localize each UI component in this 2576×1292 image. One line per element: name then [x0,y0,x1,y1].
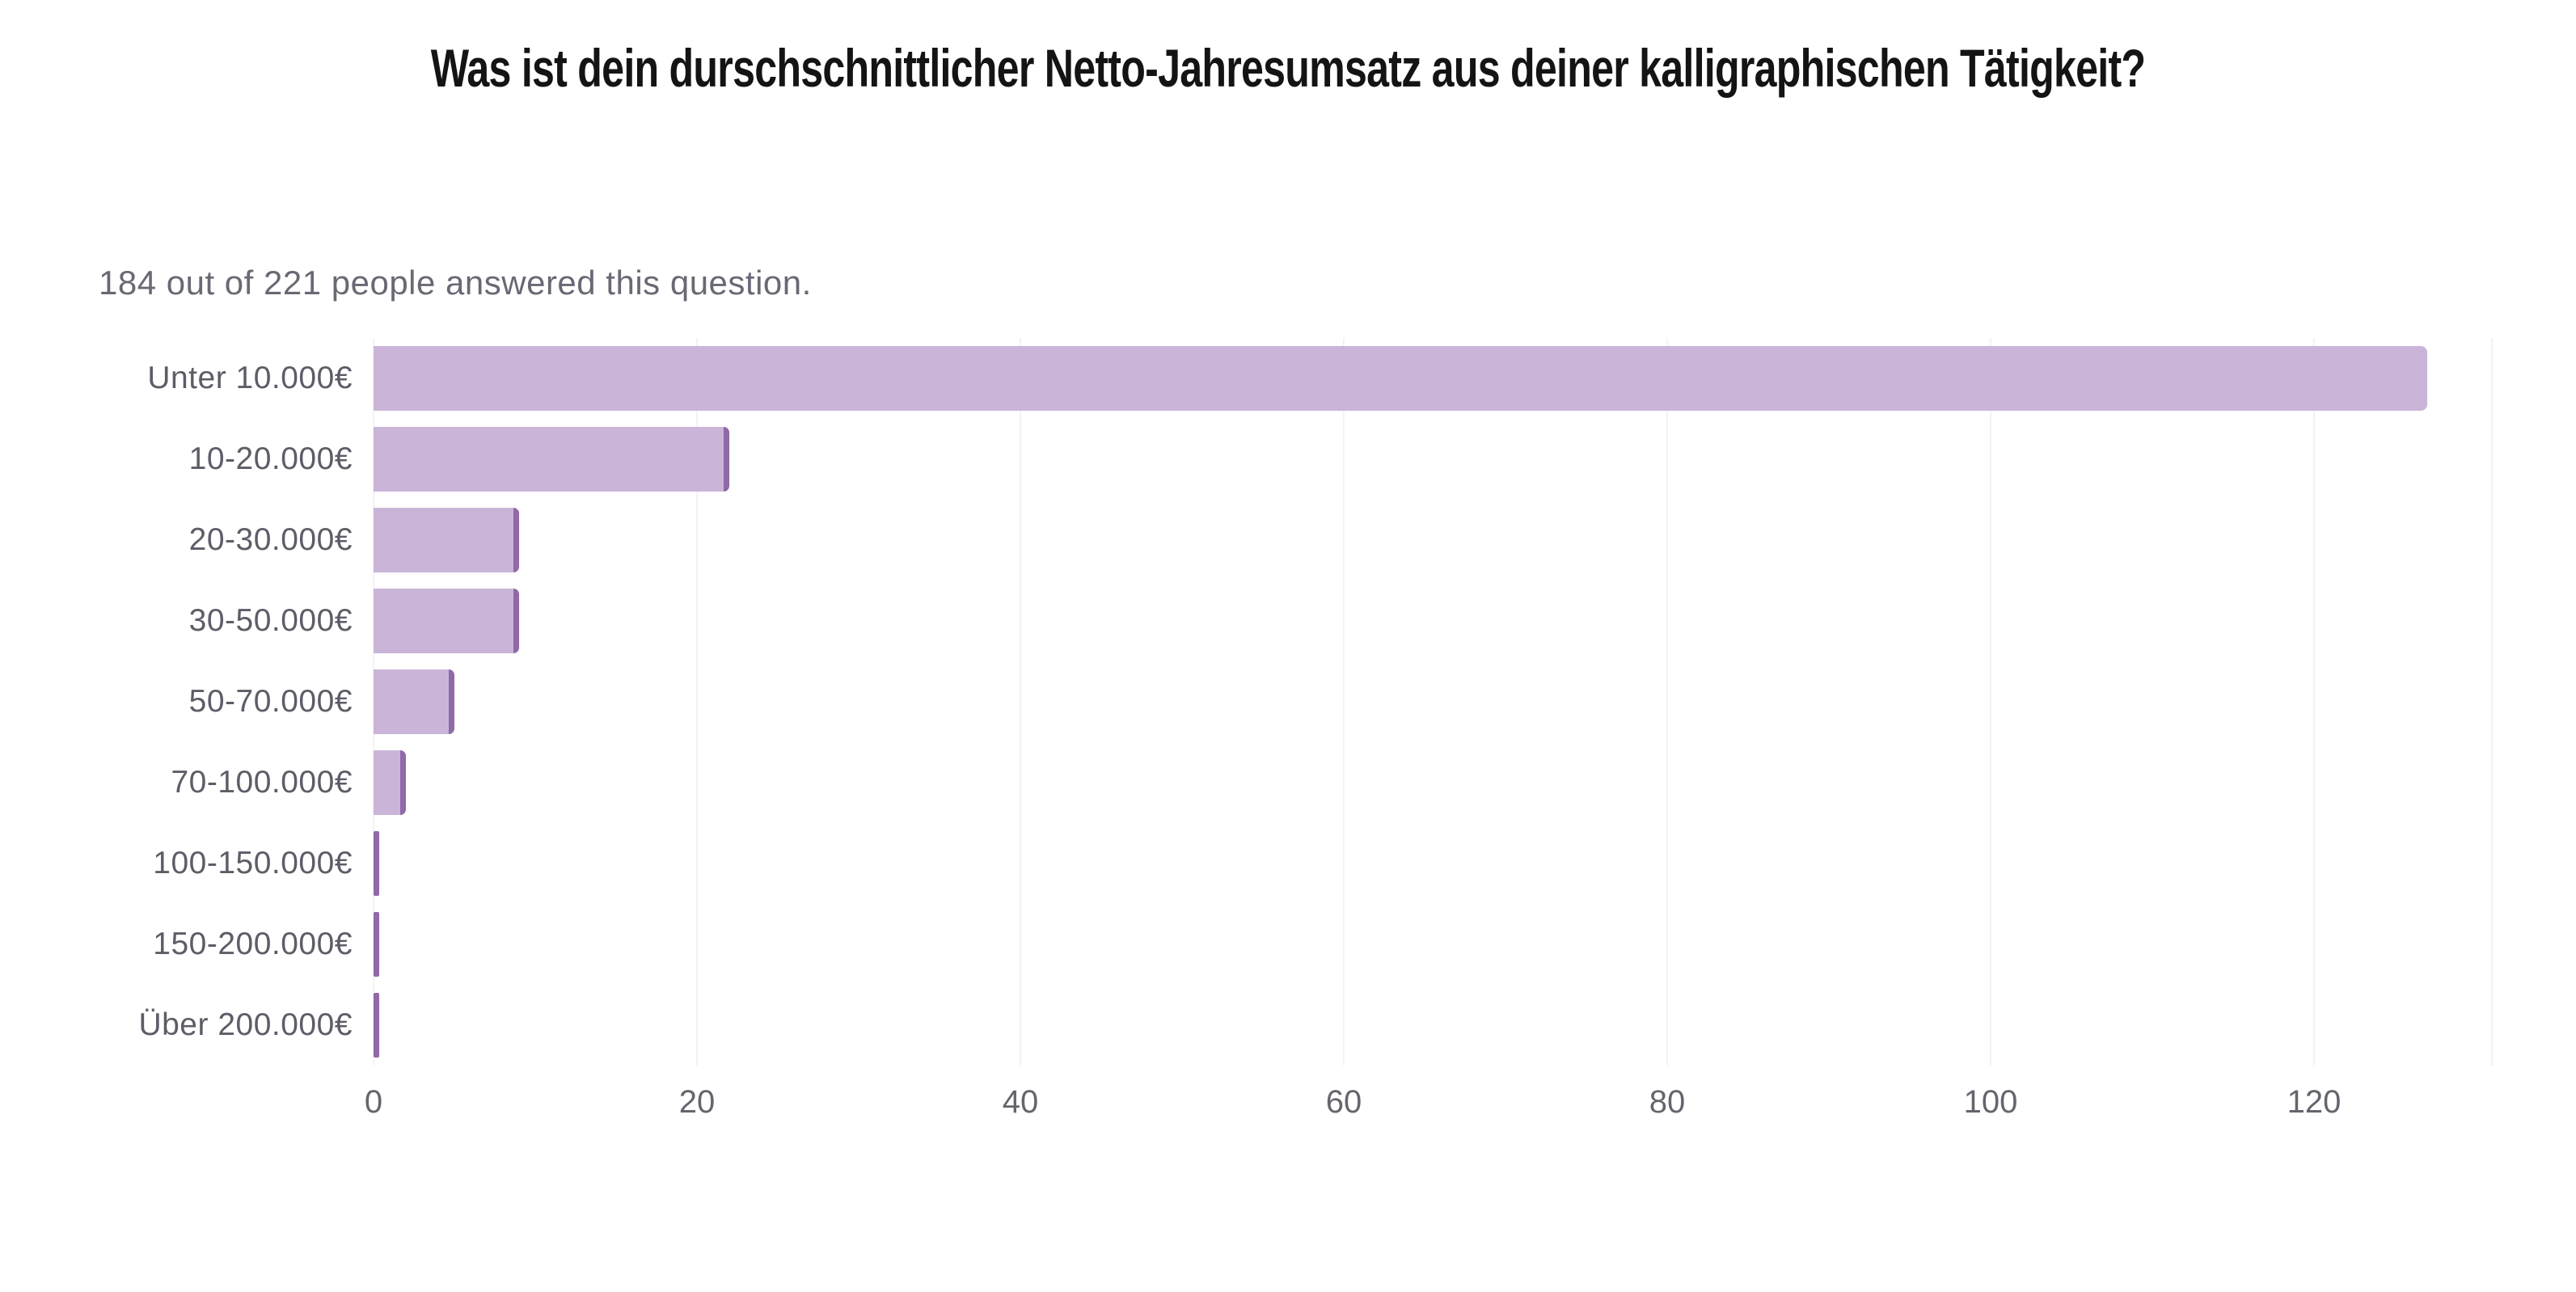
gridline [696,338,698,1066]
category-label: 70-100.000€ [171,765,353,800]
x-axis-tick-label: 0 [364,1084,383,1120]
gridline [1666,338,1668,1066]
bar [374,508,519,572]
bar-track [374,346,2492,411]
bar [374,346,2427,411]
x-axis: 0 20 40 60 80 100 120 [365,1074,2492,1130]
table-row: Unter 10.000€ [0,338,2576,419]
x-axis-tick-label: 120 [2287,1084,2342,1120]
bar [374,831,379,896]
bar-end-cap [513,508,519,572]
table-row: 10-20.000€ [0,419,2576,500]
bar-end-cap [513,589,519,653]
bar-end-cap [724,427,729,492]
x-axis-tick-label: 100 [1963,1084,2018,1120]
category-label: 100-150.000€ [153,846,353,880]
bar-track [374,750,2492,815]
x-axis-tick-label: 80 [1649,1084,1686,1120]
category-label: 150-200.000€ [153,927,353,961]
survey-results-page: Was ist dein durschschnittlicher Netto-J… [0,37,2576,1120]
bar [374,993,379,1058]
bar-end-cap [449,669,454,734]
gridline [2491,338,2493,1066]
question-title: Was ist dein durschschnittlicher Netto-J… [430,38,2146,98]
category-label: 30-50.000€ [188,603,353,638]
bar-track [374,427,2492,492]
bar [374,669,454,734]
table-row: Über 200.000€ [0,985,2576,1066]
gridline [2312,338,2315,1066]
table-row: 100-150.000€ [0,823,2576,904]
gridline [1342,338,1345,1066]
table-row: 50-70.000€ [0,661,2576,742]
bar-track [374,912,2492,977]
bar [374,589,519,653]
table-row: 150-200.000€ [0,904,2576,985]
category-label: 50-70.000€ [188,684,353,719]
category-label: Unter 10.000€ [147,361,353,395]
gridline [1020,338,1021,1066]
category-label: 20-30.000€ [188,522,353,557]
bar-end-cap [400,750,406,815]
x-axis-tick-label: 60 [1325,1084,1362,1120]
bar-track [374,508,2492,572]
bar-rows: Unter 10.000€ 10-20.000€ 20-30.000€ 30-50.0… [0,338,2576,1066]
table-row: 20-30.000€ [0,500,2576,581]
gridline [1990,338,1991,1066]
bar [374,912,379,977]
bar-track [374,993,2492,1058]
category-label: 10-20.000€ [188,441,353,476]
bar-track [374,589,2492,653]
x-axis-tick-label: 40 [1002,1084,1039,1120]
table-row: 70-100.000€ [0,742,2576,823]
bar [374,427,729,492]
category-label: Über 200.000€ [138,1007,353,1042]
horizontal-bar-chart: Unter 10.000€ 10-20.000€ 20-30.000€ 30-50.0… [0,338,2576,1195]
bar-track [374,669,2492,734]
bar [374,750,406,815]
x-axis-tick-label: 20 [678,1084,716,1120]
table-row: 30-50.000€ [0,581,2576,661]
answer-count-subtitle: 184 out of 221 people answered this ques… [99,264,812,302]
bar-track [374,831,2492,896]
